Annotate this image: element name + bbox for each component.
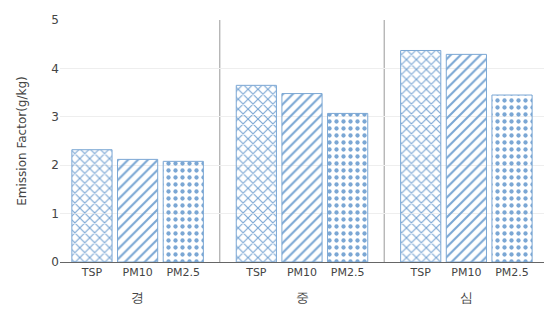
svg-text:PM10: PM10 (451, 266, 481, 279)
svg-text:1: 1 (51, 207, 59, 221)
svg-text:PM2.5: PM2.5 (331, 266, 365, 279)
svg-text:PM10: PM10 (123, 266, 153, 279)
svg-text:TSP: TSP (81, 266, 103, 279)
svg-text:PM2.5: PM2.5 (166, 266, 200, 279)
svg-text:2: 2 (51, 158, 59, 172)
svg-text:PM10: PM10 (287, 266, 317, 279)
svg-text:심: 심 (460, 290, 473, 305)
svg-text:4: 4 (51, 62, 59, 76)
svg-text:TSP: TSP (410, 266, 432, 279)
svg-text:3: 3 (51, 110, 59, 124)
svg-text:경: 경 (131, 290, 144, 305)
svg-text:5: 5 (51, 13, 59, 27)
svg-text:Emission Factor(g/kg): Emission Factor(g/kg) (15, 76, 29, 206)
svg-text:TSP: TSP (245, 266, 267, 279)
svg-text:중: 중 (296, 290, 309, 305)
svg-text:PM2.5: PM2.5 (495, 266, 529, 279)
svg-text:0: 0 (51, 255, 59, 269)
